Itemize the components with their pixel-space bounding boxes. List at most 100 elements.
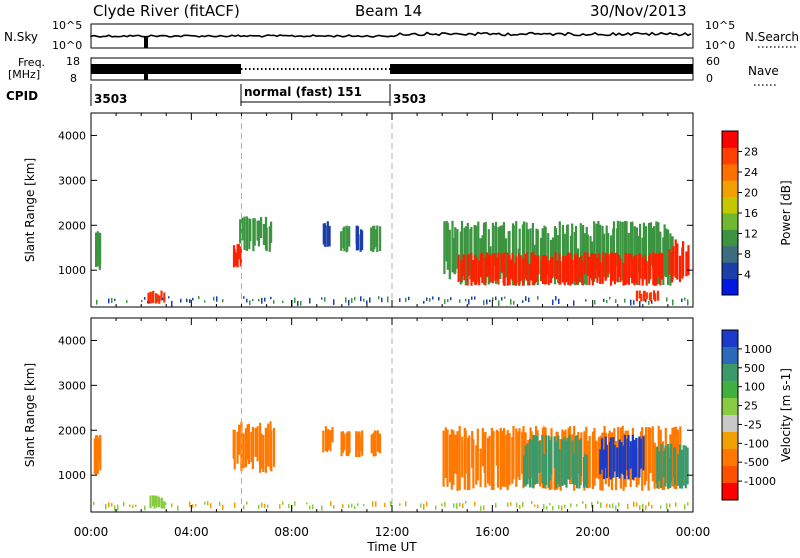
power-scatter-cell	[408, 296, 410, 301]
power-scatter-cell	[258, 299, 260, 302]
power-cell	[639, 223, 642, 260]
velocity-scatter-cell	[633, 501, 635, 507]
velocity-cell	[677, 454, 680, 486]
power-scatter-cell	[366, 300, 368, 305]
velocity-scatter-cell	[561, 505, 563, 511]
power-cell	[268, 226, 271, 252]
power-colorbar-ticks: 4 8 12 16 20 24 28	[738, 146, 758, 282]
power-cell	[257, 220, 260, 247]
velocity-scatter-cell	[123, 502, 125, 507]
velocity-scatter-cell	[399, 503, 401, 506]
nsearch-tick-top: 10^5	[705, 19, 735, 32]
velocity-scatter-cell	[462, 503, 464, 509]
power-cell	[609, 252, 613, 286]
velocity-cell	[563, 437, 566, 485]
velocity-scatter-cell	[615, 505, 617, 511]
velocity-cell	[612, 437, 615, 478]
power-cell	[635, 255, 638, 283]
velocity-scatter-cell	[405, 501, 407, 507]
power-scatter-cell	[594, 300, 596, 305]
power-cell	[454, 227, 457, 274]
power-scatter-cell	[222, 299, 224, 303]
power-cell	[631, 221, 634, 283]
power-cell	[535, 256, 538, 282]
velocity-cell	[526, 443, 529, 485]
power-cell	[641, 257, 644, 286]
velocity-cell	[518, 428, 521, 480]
velocity-data-layer	[93, 421, 689, 511]
power-cell	[163, 292, 166, 303]
velocity-feature	[599, 434, 645, 480]
power-cell	[524, 253, 527, 279]
power-cell	[479, 254, 482, 278]
velocity-cell	[260, 433, 263, 469]
velocity-cell	[623, 434, 626, 480]
velocity-cell	[444, 427, 447, 478]
power-cell	[460, 260, 463, 282]
power-cell	[443, 221, 446, 275]
nsearch-label: N.Search	[745, 30, 799, 44]
velocity-cell	[324, 426, 327, 451]
velocity-scatter-cell	[639, 505, 641, 510]
velocity-scatter-cell	[441, 503, 443, 507]
velocity-scatter-cell	[531, 501, 533, 504]
velocity-cell	[236, 431, 239, 464]
velocity-cell	[448, 434, 452, 483]
velocity-cell	[670, 443, 673, 481]
velocity-cell	[372, 432, 375, 457]
velocity-cell	[671, 427, 674, 487]
velocity-scatter-cell	[222, 504, 224, 510]
velocity-scatter-cell	[558, 505, 560, 510]
velocity-colorbar-swatch	[722, 466, 738, 484]
power-cell	[478, 260, 481, 286]
velocity-scatter-cell	[483, 505, 485, 511]
velocity-colorbar-tick-label: -500	[744, 456, 769, 469]
freq-panel: Freq. [MHz] 18 8 60 0 Nave	[8, 55, 779, 86]
power-cell	[607, 254, 610, 274]
power-cell	[619, 258, 622, 283]
power-cell	[662, 237, 665, 285]
power-cell	[346, 228, 349, 251]
velocity-scatter-cell	[606, 503, 608, 508]
power-colorbar-tick-label: 24	[744, 166, 758, 179]
power-cell	[649, 222, 653, 266]
nsky-label: N.Sky	[4, 30, 38, 44]
power-colorbar-swatch	[722, 245, 738, 263]
velocity-cell	[374, 430, 377, 457]
power-cell	[512, 225, 515, 281]
velocity-cell	[587, 440, 590, 489]
velocity-cell	[475, 445, 478, 485]
velocity-cell	[256, 426, 259, 462]
velocity-cell	[686, 447, 689, 485]
nsky-tick-top: 10^5	[52, 19, 82, 32]
power-colorbar-tick-label: 28	[744, 146, 758, 159]
velocity-cell	[585, 426, 588, 481]
velocity-scatter-cell	[114, 505, 116, 511]
power-feature	[95, 231, 102, 270]
velocity-near-range-scatter	[93, 501, 689, 511]
velocity-scatter-cell	[546, 505, 548, 510]
velocity-cell	[322, 430, 325, 453]
velocity-cell	[508, 433, 511, 486]
power-cell	[508, 255, 511, 286]
power-scatter-cell	[444, 299, 446, 304]
power-scatter-cell	[246, 298, 248, 303]
velocity-cell	[555, 440, 558, 488]
power-scatter-cell	[639, 300, 641, 307]
velocity-cell	[549, 439, 552, 481]
velocity-feature	[355, 430, 364, 458]
power-cell	[605, 225, 608, 276]
velocity-cell	[254, 428, 257, 457]
power-cpid-guides	[241, 113, 393, 307]
power-scatter-cell	[426, 297, 428, 301]
velocity-colorbar-swatch	[722, 381, 738, 399]
power-cell	[535, 228, 538, 278]
beam-title: Beam 14	[355, 2, 422, 20]
velocity-cell	[327, 429, 330, 450]
velocity-feature	[149, 495, 166, 509]
power-scatter-cell	[345, 297, 347, 303]
power-cell	[270, 221, 273, 243]
power-cell	[473, 254, 477, 285]
velocity-y-tick-label: 3000	[58, 379, 86, 392]
velocity-cell	[378, 433, 382, 454]
